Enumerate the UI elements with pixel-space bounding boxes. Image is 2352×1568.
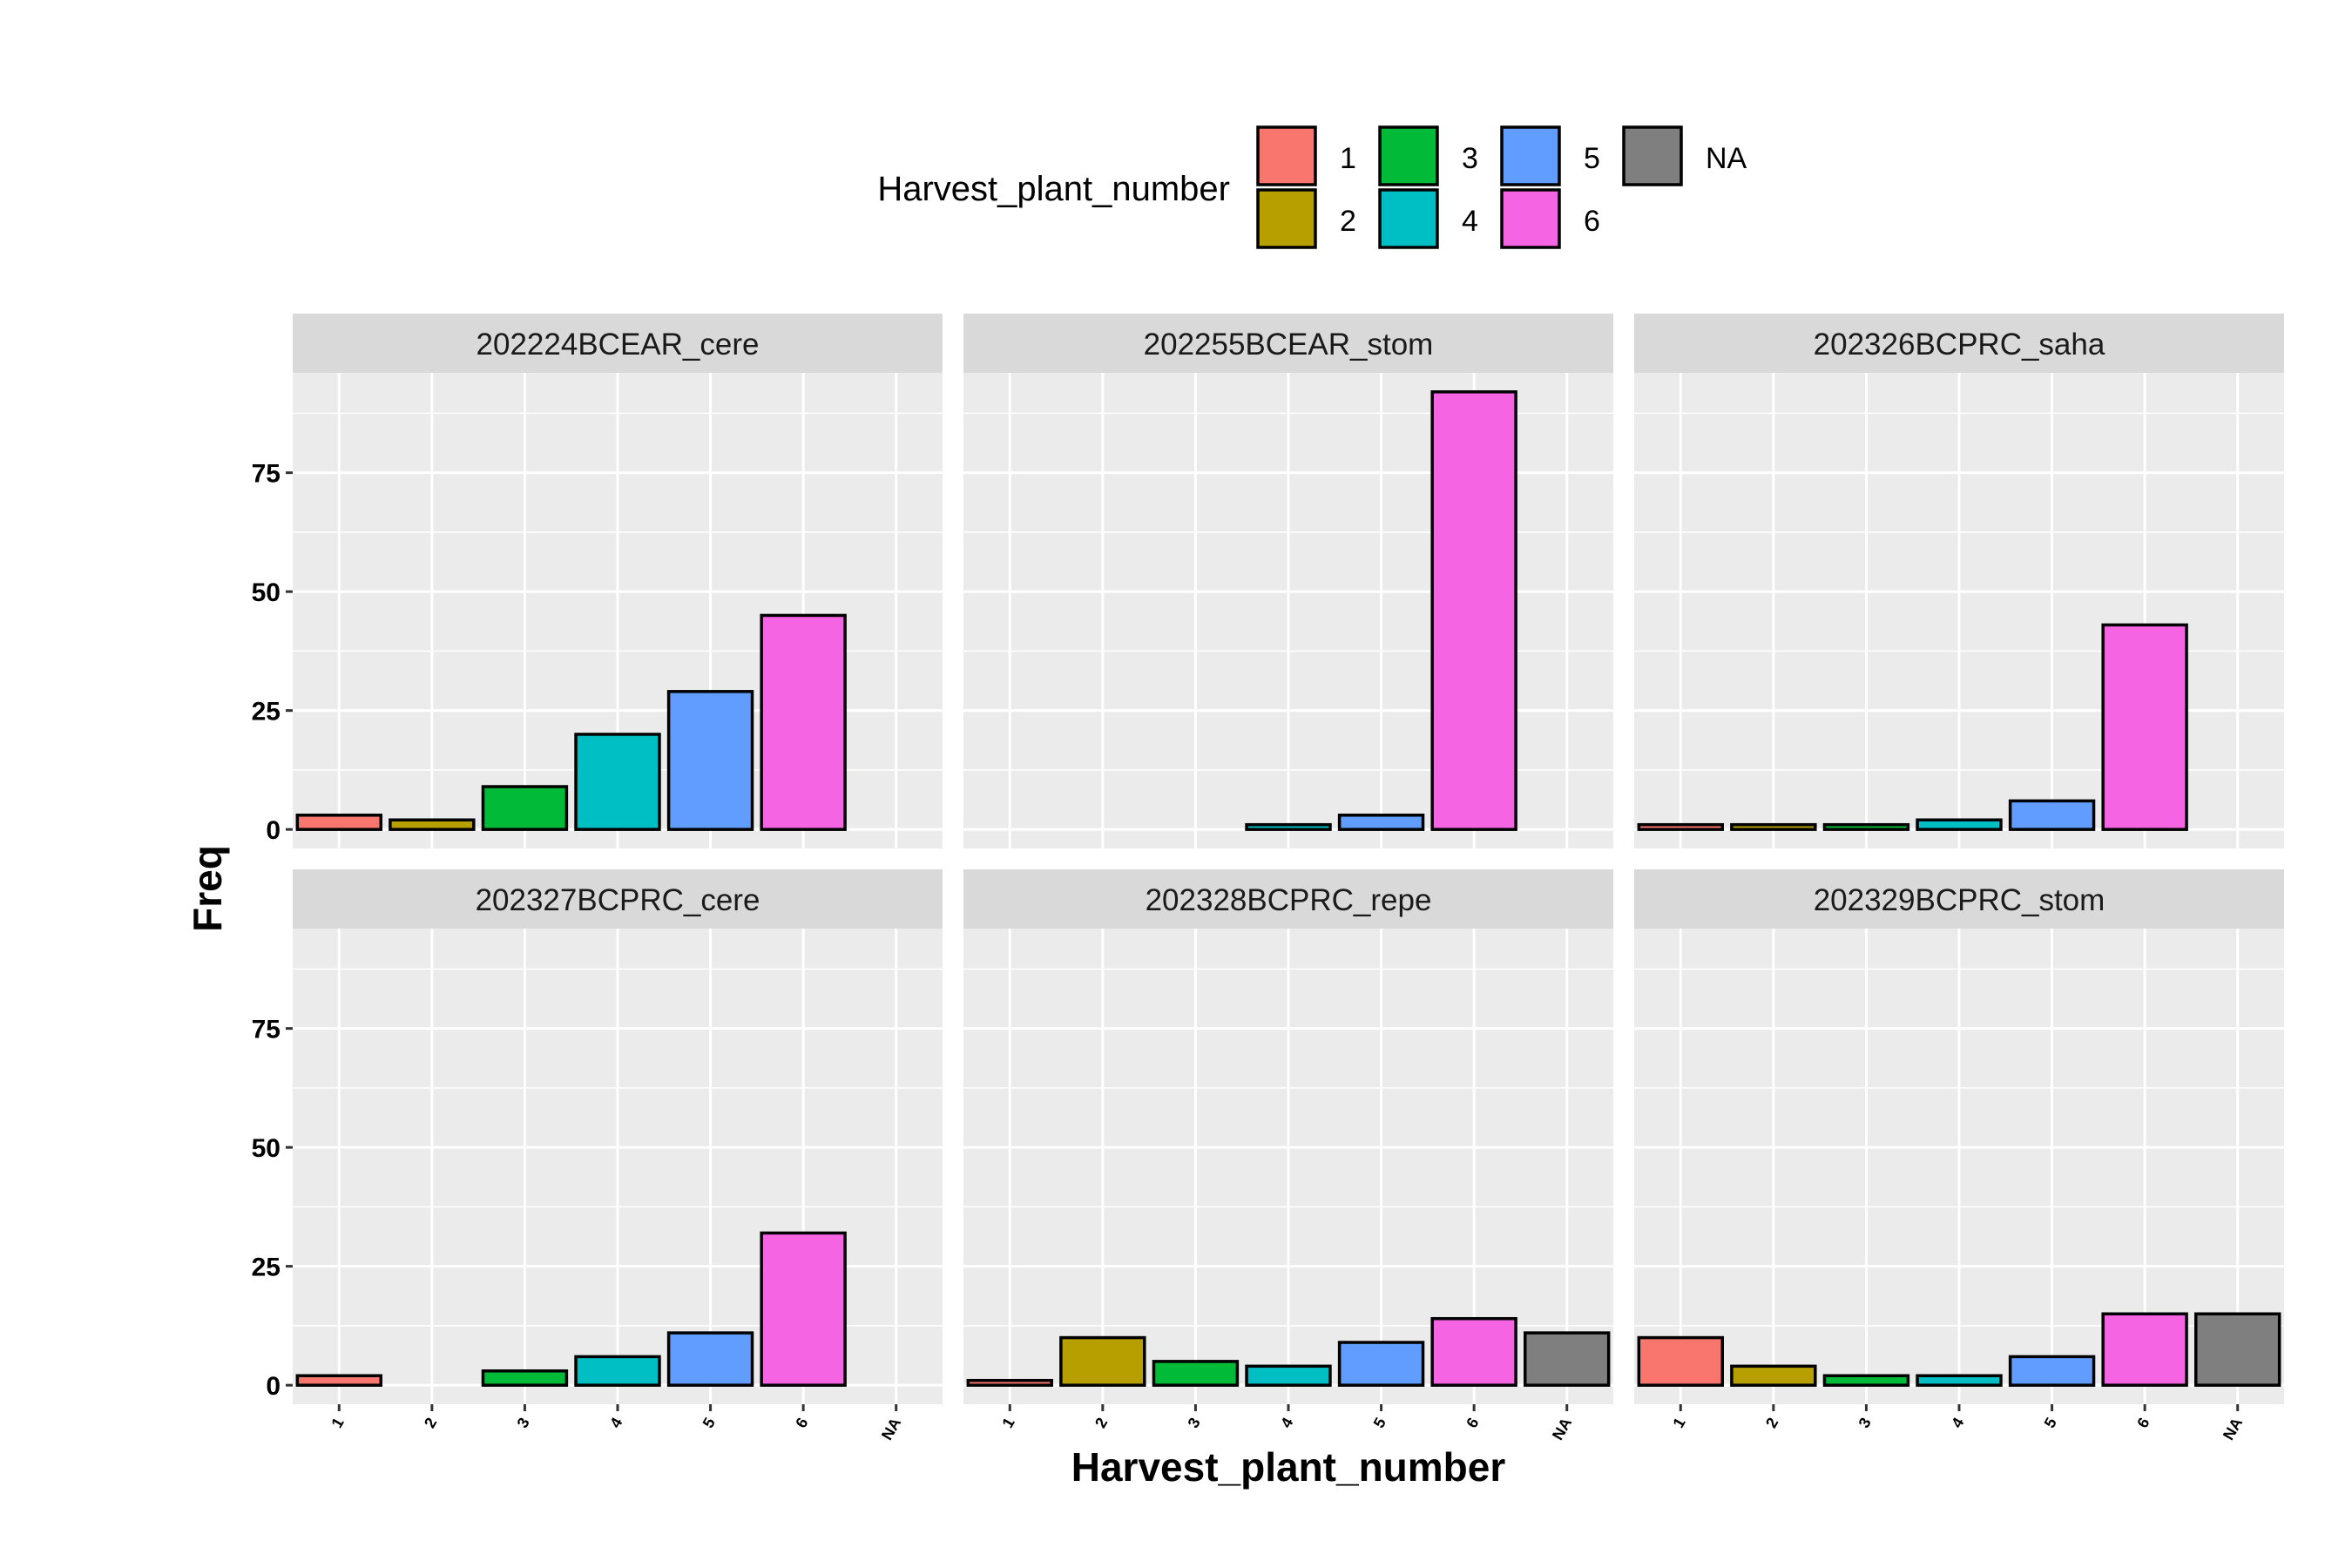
legend-key-1 [1256,125,1317,186]
bar-1 [966,1378,1053,1387]
legend-key-6 [1500,188,1561,249]
bar-6 [760,1231,847,1387]
facet-strip-label: 202328BCPRC_repe [1146,883,1432,917]
bar-6 [2101,1312,2188,1387]
bar-2 [1730,822,1817,831]
bar-3 [1822,1374,1910,1387]
x-axis-label: Harvest_plant_number [1071,1444,1506,1490]
legend: Harvest_plant_number 1 2 3 4 5 6 NA [877,125,1747,249]
facet-strip-label: 202326BCPRC_saha [1814,328,2105,362]
y-tick-label: 50 [252,578,280,607]
bar-NA [2194,1312,2281,1387]
legend-label: 4 [1462,205,1478,238]
legend-label: 1 [1340,142,1356,175]
bar-4 [1916,1374,2003,1387]
bar-4 [1245,1364,1332,1387]
legend-label: NA [1706,142,1747,175]
bar-5 [666,690,754,831]
bar-6 [1430,1316,1517,1387]
bar-2 [389,818,476,831]
legend-key-5 [1500,125,1561,186]
facet-strip-label: 202255BCEAR_stom [1144,328,1434,362]
bar-6 [2101,623,2188,831]
facet-panels: 202224BCEAR_cere 0 25 50 75 202255BCEAR_stom 2… [252,314,2284,1443]
bar-5 [1337,1341,1425,1387]
facet-panel: 202255BCEAR_stom [963,314,1613,848]
bar-1 [1637,1335,1724,1387]
y-tick-label: 75 [252,1016,280,1044]
bar-5 [2008,1355,2096,1387]
y-tick-label: 0 [266,816,280,845]
facet-strip-label: 202329BCPRC_stom [1814,883,2105,917]
y-tick-label: 50 [252,1134,280,1163]
bar-3 [481,785,569,831]
facet-strip-label: 202224BCEAR_cere [476,328,760,362]
facet-strip [293,869,943,929]
bar-4 [1916,818,2003,831]
bar-4 [574,733,661,831]
facet-panel: 202224BCEAR_cere 0 25 50 75 [252,314,943,848]
facet-strip [293,314,943,373]
bar-4 [1245,822,1332,831]
facet-strip-label: 202327BCPRC_cere [476,883,760,917]
legend-key-3 [1378,125,1439,186]
bar-3 [1152,1360,1240,1387]
legend-key-NA [1622,125,1683,186]
facet-panel: 202326BCPRC_saha [1634,314,2284,848]
bar-5 [1337,814,1425,831]
bar-3 [481,1369,569,1387]
legend-key-2 [1256,188,1317,249]
legend-label: 2 [1340,205,1356,238]
bar-6 [760,613,847,831]
bar-3 [1822,822,1910,831]
y-tick-label: 25 [252,1254,280,1282]
bar-2 [1059,1335,1146,1387]
legend-label: 5 [1584,142,1600,175]
y-tick-label: 25 [252,698,280,727]
facet-strip [963,314,1613,373]
bar-6 [1430,390,1517,831]
facet-strip [1634,869,2284,929]
legend-label: 6 [1584,205,1600,238]
facet-strip [1634,314,2284,373]
legend-title: Harvest_plant_number [877,170,1230,208]
bar-1 [1637,822,1724,831]
bar-5 [2008,799,2096,831]
legend-label: 3 [1462,142,1478,175]
facet-strip [963,869,1613,929]
y-tick-label: 75 [252,460,280,489]
bar-1 [295,814,382,831]
bar-1 [295,1374,382,1387]
legend-key-4 [1378,188,1439,249]
y-tick-label: 0 [266,1372,280,1401]
bar-5 [666,1331,754,1387]
bar-2 [1730,1364,1817,1387]
bar-4 [574,1355,661,1387]
y-axis-label: Freq [185,845,230,932]
bar-NA [1524,1331,1611,1387]
